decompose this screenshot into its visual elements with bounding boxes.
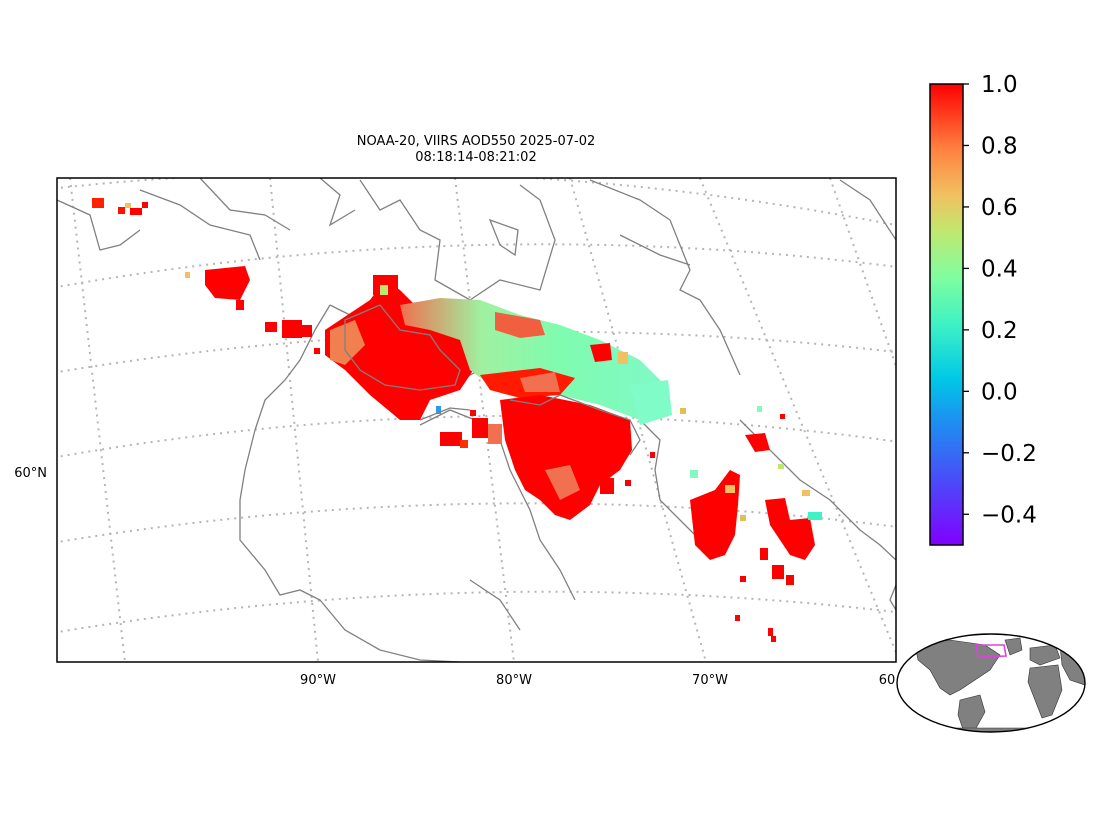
aod-field <box>92 198 822 642</box>
lon-label-70w: 70°W <box>692 673 728 688</box>
bay-outlines <box>344 304 641 456</box>
colorbar-gradient <box>929 83 964 546</box>
colorbar-tick-label: 0.2 <box>981 318 1018 344</box>
colorbar-tick-label: −0.2 <box>981 441 1037 467</box>
map-title-line1: NOAA-20, VIIRS AOD550 2025-07-02 <box>357 134 595 149</box>
lon-label-90w: 90°W <box>300 673 336 688</box>
map-title-line2: 08:18:14-08:21:02 <box>415 150 536 165</box>
colorbar-tick-label: 0.0 <box>981 379 1018 405</box>
map-panel <box>57 178 896 662</box>
colorbar-tick-label: 0.4 <box>981 256 1018 282</box>
lon-label-60w: 60 <box>879 673 896 688</box>
colorbar-tick-label: −0.4 <box>981 502 1037 528</box>
lon-label-80w: 80°W <box>496 673 532 688</box>
lat-label-60n: 60°N <box>14 466 47 481</box>
globe-north-america <box>914 639 1001 696</box>
globe-africa <box>1027 664 1063 719</box>
colorbar: 1.0 0.8 0.6 0.4 0.2 0.0 −0.2 −0.4 <box>929 72 1037 546</box>
colorbar-tick-label: 1.0 <box>981 72 1018 98</box>
map-frame <box>56 177 897 663</box>
coastlines <box>57 178 896 662</box>
colorbar-tick-label: 0.6 <box>981 195 1018 221</box>
colorbar-ticks: 1.0 0.8 0.6 0.4 0.2 0.0 −0.2 −0.4 <box>963 72 1037 528</box>
globe-greenland <box>1004 637 1023 656</box>
globe-region-box <box>975 644 1007 658</box>
inset-globe <box>896 633 1086 733</box>
colorbar-tick-label: 0.8 <box>981 133 1018 159</box>
